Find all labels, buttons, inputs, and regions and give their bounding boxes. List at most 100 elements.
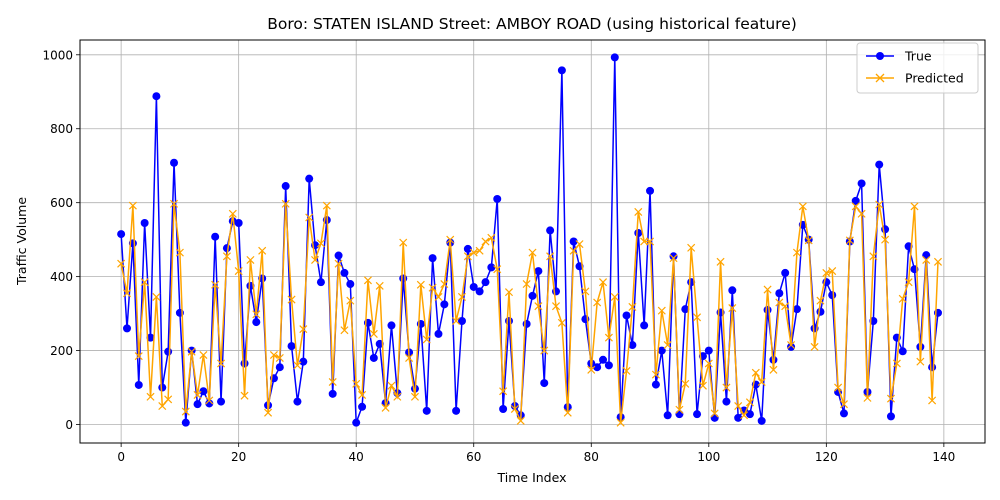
y-tick-label: 0 bbox=[65, 418, 73, 432]
predicted-point bbox=[369, 329, 378, 338]
predicted-point bbox=[798, 202, 807, 211]
true-point bbox=[569, 237, 578, 246]
predicted-point bbox=[593, 298, 602, 307]
predicted-point bbox=[299, 325, 308, 334]
predicted-point bbox=[881, 235, 890, 244]
true-point bbox=[775, 289, 784, 298]
true-point bbox=[440, 300, 449, 309]
predicted-point bbox=[657, 306, 666, 315]
predicted-point bbox=[839, 400, 848, 409]
predicted-point bbox=[669, 254, 678, 263]
predicted-point bbox=[434, 292, 443, 301]
predicted-point bbox=[416, 280, 425, 289]
predicted-point bbox=[269, 350, 278, 360]
predicted-point bbox=[604, 333, 613, 342]
predicted-point bbox=[334, 259, 343, 268]
predicted-point bbox=[722, 383, 731, 392]
true-point bbox=[452, 406, 461, 415]
true-point bbox=[710, 413, 719, 422]
predicted-point bbox=[810, 342, 819, 351]
true-point bbox=[369, 353, 378, 362]
predicted-point bbox=[316, 239, 325, 248]
predicted-point bbox=[170, 199, 179, 208]
legend-true-label: True bbox=[904, 49, 932, 64]
true-point bbox=[522, 319, 531, 328]
x-tick-label: 20 bbox=[231, 450, 246, 464]
true-point bbox=[646, 186, 655, 195]
predicted-point bbox=[128, 201, 137, 210]
x-tick-label: 60 bbox=[466, 450, 481, 464]
true-point bbox=[787, 342, 796, 351]
true-point bbox=[487, 263, 496, 272]
true-point bbox=[593, 363, 602, 372]
predicted-point bbox=[681, 379, 690, 388]
predicted-point bbox=[851, 202, 860, 211]
predicted-point bbox=[493, 265, 502, 274]
predicted-point bbox=[857, 209, 866, 218]
predicted-point bbox=[886, 394, 895, 403]
y-axis-label: Traffic Volume bbox=[14, 197, 29, 286]
predicted-point bbox=[863, 393, 872, 402]
predicted-point bbox=[281, 199, 290, 208]
predicted-point bbox=[522, 279, 531, 289]
predicted-point bbox=[234, 267, 243, 276]
x-axis-label: Time Index bbox=[497, 470, 567, 485]
predicted-point bbox=[452, 316, 461, 326]
predicted-point bbox=[875, 200, 884, 209]
true-point bbox=[757, 416, 766, 425]
predicted-point bbox=[158, 402, 167, 411]
predicted-point bbox=[510, 404, 519, 414]
true-point bbox=[663, 411, 672, 420]
predicted-point bbox=[787, 340, 796, 350]
y-tick-label: 200 bbox=[50, 344, 73, 358]
true-point bbox=[140, 219, 149, 228]
predicted-point bbox=[610, 292, 619, 301]
true-point bbox=[763, 305, 772, 314]
x-tick-label: 100 bbox=[697, 450, 720, 464]
predicted-point bbox=[763, 285, 772, 294]
x-tick-label: 80 bbox=[584, 450, 599, 464]
predicted-point bbox=[240, 391, 249, 400]
true-point bbox=[287, 342, 296, 351]
predicted-point bbox=[628, 302, 637, 311]
true-point bbox=[181, 418, 190, 427]
true-point bbox=[457, 316, 466, 325]
true-point bbox=[328, 389, 337, 398]
true-point bbox=[628, 341, 637, 350]
true-point bbox=[428, 254, 437, 263]
true-point bbox=[781, 268, 790, 277]
predicted-point bbox=[869, 252, 878, 261]
true-point bbox=[193, 400, 202, 409]
predicted-point bbox=[134, 352, 143, 361]
true-point bbox=[187, 346, 196, 355]
predicted-point bbox=[751, 368, 760, 377]
true-point bbox=[199, 387, 208, 396]
predicted-point bbox=[781, 302, 790, 311]
predicted-point bbox=[164, 395, 173, 404]
true-point bbox=[205, 399, 214, 408]
true-point bbox=[816, 307, 825, 316]
predicted-point bbox=[469, 248, 478, 257]
true-point bbox=[334, 251, 343, 260]
predicted-point bbox=[117, 259, 126, 268]
predicted-point bbox=[822, 268, 831, 277]
true-point bbox=[164, 347, 173, 356]
grid bbox=[80, 40, 985, 443]
true-point bbox=[839, 409, 848, 418]
true-point bbox=[305, 174, 314, 183]
true-point bbox=[928, 363, 937, 372]
predicted-point bbox=[834, 383, 843, 392]
predicted-point bbox=[305, 213, 314, 222]
true-point bbox=[546, 226, 555, 235]
predicted-point bbox=[352, 379, 361, 388]
predicted-point bbox=[228, 209, 237, 218]
predicted-point bbox=[740, 411, 749, 420]
predicted-point bbox=[140, 278, 149, 287]
predicted-point bbox=[716, 257, 725, 266]
true-point bbox=[540, 379, 549, 388]
predicted-point bbox=[457, 292, 467, 301]
true-point bbox=[504, 316, 513, 325]
predicted-point bbox=[769, 365, 778, 374]
true-point bbox=[387, 321, 396, 330]
predicted-point bbox=[422, 335, 431, 344]
